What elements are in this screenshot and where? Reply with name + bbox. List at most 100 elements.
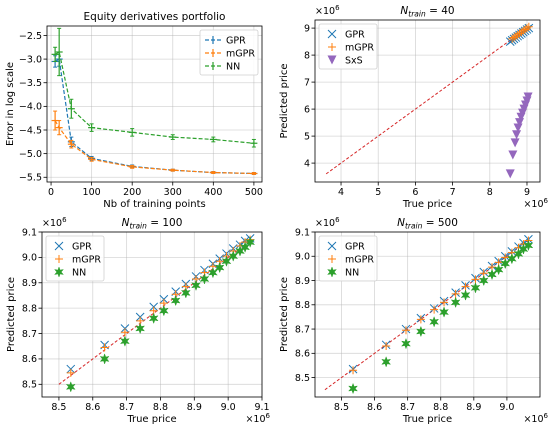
y-tick-label: 8.6	[22, 354, 37, 365]
y-tick-label: 8.8	[22, 303, 37, 314]
legend-label: GPR	[345, 30, 365, 41]
data-point	[470, 282, 481, 294]
data-point	[510, 138, 520, 148]
data-point	[158, 304, 169, 317]
panel-p3: 8.5 8.6 8.7 8.8 8.9 9.0 9.1 8.5 8.6 8.7 8.8 8.9 9.0 9…	[6, 216, 271, 425]
data-point	[450, 296, 461, 309]
x-tick-label: 4	[338, 187, 344, 198]
chart-title: Ntrain = 100	[122, 217, 183, 231]
data-point	[170, 294, 181, 307]
title-main: N	[400, 5, 408, 17]
data-point	[382, 342, 391, 351]
multiplier-power: 6	[335, 4, 340, 12]
data-point	[460, 289, 471, 301]
y-tick-label: 8.8	[295, 300, 310, 311]
legend-swatch	[327, 55, 337, 65]
legend-label: SxS	[345, 56, 363, 67]
x-tick-label: 8.9	[466, 402, 481, 413]
data-point	[65, 381, 76, 393]
series-mgpr	[508, 22, 533, 43]
legend-label: GPR	[226, 36, 246, 47]
y-tick-label: 4	[304, 158, 310, 169]
x-tick-label: 9	[524, 187, 530, 198]
x-tick-label: 8.6	[367, 402, 382, 413]
y-tick-label: 8.5	[22, 380, 37, 391]
title-rest: = 500	[422, 217, 458, 229]
series-sxs	[505, 92, 533, 179]
series-mgpr	[51, 110, 258, 175]
data-point	[100, 343, 109, 352]
data-point	[401, 326, 410, 335]
title-sub: train	[129, 222, 147, 231]
multiplier-base: ×10	[315, 6, 335, 17]
x-tick-label: 300	[164, 187, 182, 198]
x-axis-multiplier: ×106	[245, 412, 270, 425]
legend-box	[199, 29, 259, 76]
data-point	[451, 289, 460, 298]
chart-title: Ntrain = 500	[397, 217, 458, 231]
multiplier-base: ×10	[42, 218, 62, 229]
y-tick-label: 9.0	[22, 253, 37, 264]
multiplier-power: 6	[544, 412, 549, 420]
data-point	[120, 328, 129, 337]
data-point	[348, 382, 359, 395]
legend-label: NN	[226, 62, 240, 73]
multiplier-base: ×10	[315, 218, 335, 229]
multiplier-power: 6	[544, 197, 549, 205]
y-tick-label: 9.0	[295, 252, 310, 263]
y-tick-label: −3.0	[19, 54, 42, 65]
legend: GPR mGPR NN	[45, 235, 105, 282]
x-tick-label: 8.5	[51, 402, 66, 413]
y-tick-label: 8.7	[295, 324, 310, 335]
legend-swatch	[328, 43, 336, 51]
title-rest: = 40	[426, 5, 455, 17]
data-point	[191, 279, 201, 292]
y-tick-label: 5	[304, 131, 310, 142]
multiplier-base: ×10	[245, 414, 265, 425]
title-main: N	[122, 217, 130, 229]
data-point	[512, 130, 522, 140]
data-point	[505, 169, 515, 179]
legend-label: mGPR	[226, 49, 255, 60]
legend-swatch	[327, 29, 337, 39]
data-point	[523, 239, 534, 252]
x-tick-label: 8.8	[153, 402, 168, 413]
y-tick-label: −3.5	[19, 78, 42, 89]
chart-title: Equity derivatives portfolio	[84, 11, 226, 23]
x-tick-label: 200	[123, 187, 141, 198]
data-point	[415, 325, 426, 338]
x-tick-label: 7	[450, 187, 456, 198]
x-tick-label: 6	[412, 187, 418, 198]
data-point	[461, 282, 470, 291]
series-nn	[348, 239, 534, 395]
legend-swatch	[54, 241, 64, 251]
y-axis-multiplier: ×106	[315, 216, 340, 229]
panel-p1: 0 100 200 300 400 500 −5.5 −5.0 −4.5 −4.0 −3.5 −3.0…	[5, 11, 263, 210]
legend-label: mGPR	[345, 255, 374, 266]
y-tick-label: −4.0	[19, 102, 42, 113]
y-axis-label: Predicted price	[279, 277, 290, 352]
x-tick-label: 8.7	[400, 402, 415, 413]
legend-swatch	[327, 266, 337, 278]
x-tick-label: 100	[83, 187, 101, 198]
y-tick-label: −4.5	[19, 125, 42, 136]
x-axis-label: True price	[402, 199, 452, 210]
data-point	[513, 123, 523, 133]
data-point	[471, 275, 480, 284]
x-tick-label: 9.0	[221, 402, 236, 413]
y-axis-label: Predicted price	[6, 277, 17, 352]
panel-p2: 4 5 6 7 8 9 4 5 6 7 8 9 Ntrain = 40 True price Predict…	[279, 4, 549, 210]
y-tick-label: −5.0	[19, 149, 42, 160]
data-point	[199, 273, 210, 285]
x-axis-label: True price	[126, 414, 176, 425]
legend-swatch	[54, 266, 64, 278]
x-axis-multiplier: ×106	[523, 412, 548, 425]
title-sub: train	[405, 222, 423, 231]
y-tick-label: 7	[304, 77, 310, 88]
data-point	[493, 263, 504, 276]
legend-swatch	[55, 255, 63, 263]
data-point	[401, 337, 411, 350]
y-tick-label: 6	[304, 104, 310, 115]
x-tick-label: 8.7	[119, 402, 134, 413]
